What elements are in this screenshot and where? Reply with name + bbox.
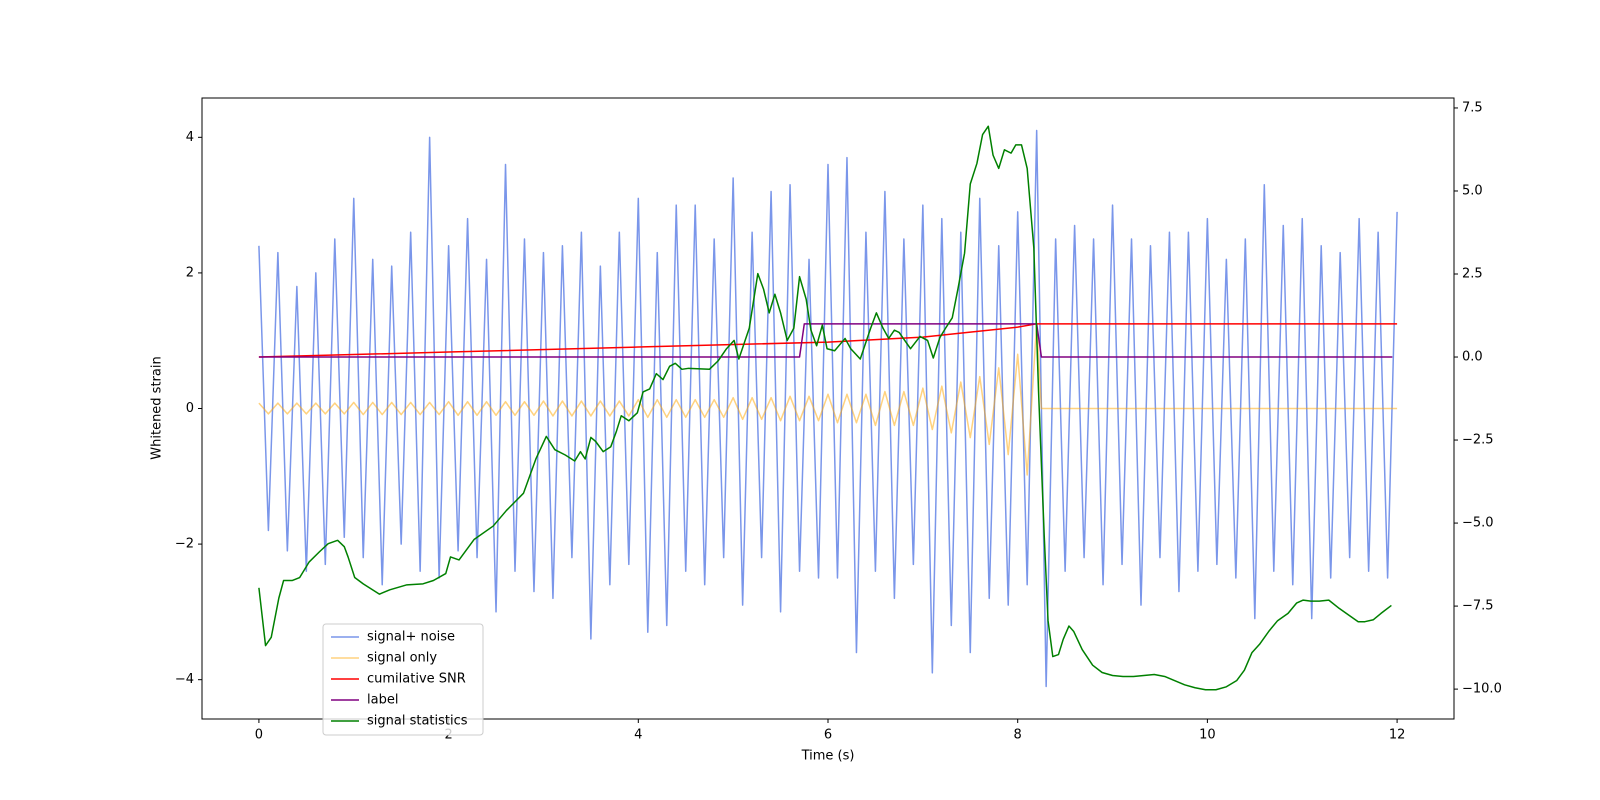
x-tick-label: 6 xyxy=(824,728,832,743)
series-line xyxy=(258,323,1393,358)
legend-label: signal only xyxy=(367,651,437,666)
plot-area xyxy=(258,125,1398,691)
y-tick-label: −2 xyxy=(175,537,194,552)
x-tick-label: 12 xyxy=(1389,728,1406,743)
y-axis-label: Whitened strain xyxy=(150,356,165,459)
legend-label: signal statistics xyxy=(367,714,468,729)
x-tick-label: 4 xyxy=(634,728,642,743)
y2-tick-label: 7.5 xyxy=(1462,100,1483,115)
series-line xyxy=(258,129,1398,688)
y-tick-label: 4 xyxy=(186,130,194,145)
y2-tick-label: 5.0 xyxy=(1462,183,1483,198)
series-line xyxy=(258,323,1398,358)
x-tick-label: 8 xyxy=(1014,728,1022,743)
y-tick-label: 0 xyxy=(186,401,194,416)
y2-tick-label: −2.5 xyxy=(1462,433,1494,448)
legend-label: label xyxy=(367,693,398,708)
x-tick-label: 0 xyxy=(255,728,263,743)
y-tick-label: −4 xyxy=(175,672,194,687)
y2-tick-label: −10.0 xyxy=(1462,682,1502,697)
legend-label: cumilative SNR xyxy=(367,672,466,687)
y2-tick-label: −7.5 xyxy=(1462,599,1494,614)
legend-box xyxy=(322,623,484,736)
y2-tick-label: 0.0 xyxy=(1462,350,1483,365)
x-tick-label: 10 xyxy=(1199,728,1216,743)
legend-label: signal+ noise xyxy=(367,630,455,645)
series-line xyxy=(258,125,1392,691)
y2-tick-label: −5.0 xyxy=(1462,516,1494,531)
y-tick-label: 2 xyxy=(186,265,194,280)
series-line xyxy=(258,323,1398,476)
y2-tick-label: 2.5 xyxy=(1462,267,1483,282)
legend: signal+ noise signal only cumilative SNR la… xyxy=(322,623,484,736)
x-axis-label: Time (s) xyxy=(801,749,855,764)
